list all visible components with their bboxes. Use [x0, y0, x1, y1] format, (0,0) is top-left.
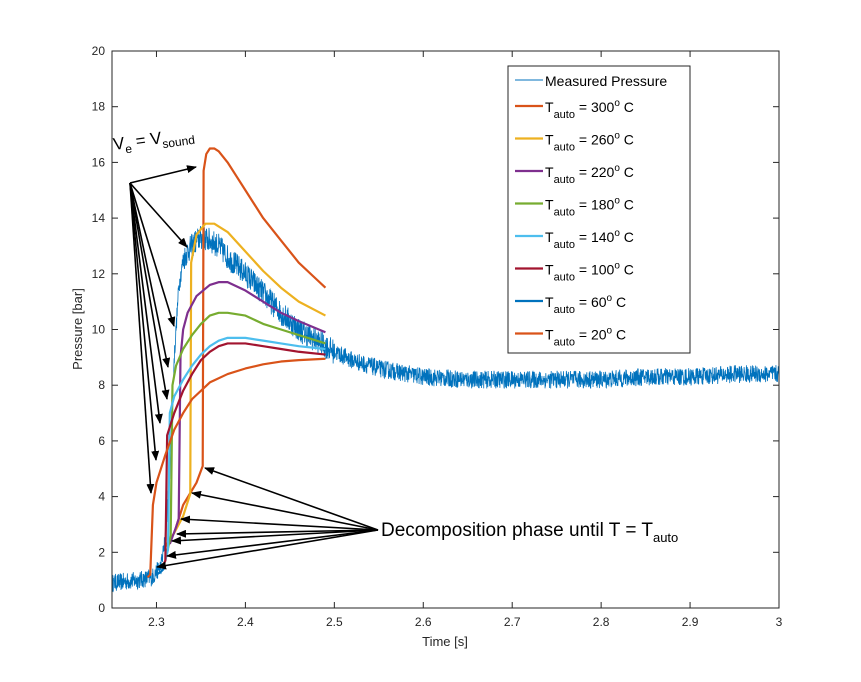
y-tick-label: 8 — [98, 378, 105, 392]
y-tick-label: 14 — [92, 211, 106, 225]
velocity-arrow-3 — [129, 182, 171, 368]
decomposition-annotation: Decomposition phase until T = Tauto — [381, 520, 678, 545]
velocity-arrow-0 — [129, 165, 197, 184]
series-line-3 — [166, 311, 326, 553]
velocity-arrow-7 — [129, 182, 155, 494]
x-tick-label: 2.4 — [237, 615, 254, 629]
y-tick-label: 2 — [98, 545, 105, 559]
y-tick-label: 12 — [92, 267, 106, 281]
legend-box — [507, 65, 691, 354]
decomposition-arrow-0 — [204, 467, 379, 531]
x-tick-label: 2.7 — [504, 615, 521, 629]
y-tick-label: 20 — [92, 44, 106, 58]
series-line-2 — [168, 281, 326, 545]
y-tick-label: 18 — [92, 100, 106, 114]
series-line-4 — [164, 336, 326, 561]
decomposition-arrow-2 — [180, 515, 379, 531]
velocity-arrow-2 — [129, 182, 176, 327]
y-tick-label: 16 — [92, 155, 106, 169]
x-tick-label: 2.3 — [148, 615, 165, 629]
arrows-layer — [129, 165, 379, 570]
x-tick-label: 3 — [776, 615, 783, 629]
legend: Measured Pressure Tauto = 300o C Tauto = … — [507, 65, 691, 354]
legend-label-4: Tauto = 140o C — [545, 228, 634, 251]
decomposition-arrow-1 — [191, 490, 379, 531]
x-tick-label: 2.8 — [593, 615, 610, 629]
y-tick-label: 4 — [98, 490, 105, 504]
x-axis-label: Time [s] — [422, 634, 468, 649]
velocity-arrow-1 — [129, 182, 188, 248]
legend-label-2: Tauto = 220o C — [545, 163, 634, 186]
velocity-annotation: Ve = Vsound — [112, 124, 196, 158]
velocity-arrow-6 — [129, 182, 160, 461]
legend-label-measured: Measured Pressure — [545, 73, 667, 89]
legend-label-1: Tauto = 260o C — [545, 131, 634, 154]
series-line-5 — [161, 342, 326, 567]
x-tick-label: 2.6 — [415, 615, 432, 629]
x-tick-label: 2.5 — [326, 615, 343, 629]
series-line-1 — [164, 222, 326, 548]
y-tick-label: 10 — [92, 323, 106, 337]
series-line-0 — [173, 147, 327, 534]
y-tick-label: 0 — [98, 601, 105, 615]
series-line-7 — [146, 357, 326, 579]
decomposition-arrow-3 — [176, 529, 379, 538]
legend-label-3: Tauto = 180o C — [545, 196, 634, 219]
ticks-layer: 2.3 2.4 2.5 2.6 2.7 2.8 2.9 3 0 2 4 6 8 10 12 14 16 18 20 — [92, 44, 783, 629]
legend-label-0: Tauto = 300o C — [545, 98, 634, 121]
legend-label-6: Tauto = 60o C — [545, 293, 626, 316]
decomposition-arrow-6 — [156, 529, 379, 570]
x-tick-label: 2.9 — [682, 615, 699, 629]
series-measured-pressure — [112, 225, 779, 593]
series-layer — [112, 147, 779, 593]
legend-label-7: Tauto = 20o C — [545, 326, 626, 349]
velocity-arrow-4 — [129, 182, 170, 400]
y-tick-label: 6 — [98, 434, 105, 448]
legend-label-5: Tauto = 100o C — [545, 261, 634, 284]
y-axis-label: Pressure [bar] — [70, 288, 85, 370]
velocity-arrow-5 — [129, 182, 163, 424]
decomposition-arrow-4 — [171, 529, 379, 545]
decomposition-arrow-5 — [166, 529, 379, 559]
